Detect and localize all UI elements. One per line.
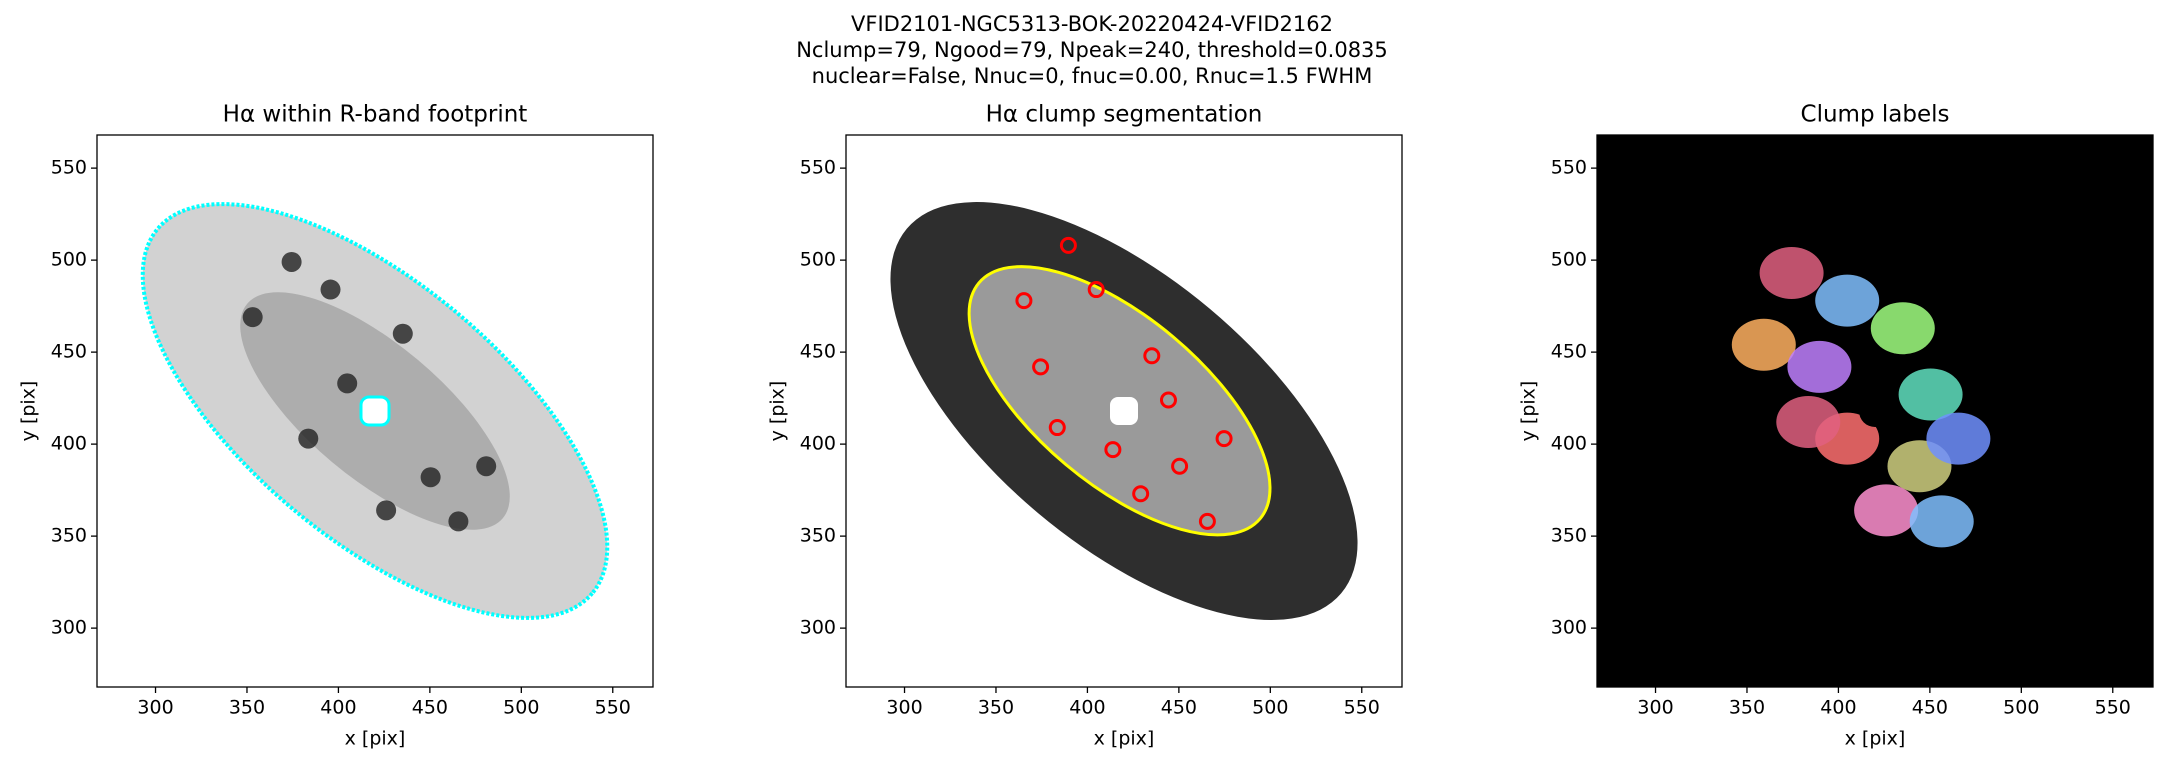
clump-marker (1087, 281, 1105, 299)
clump-label-region (1870, 302, 1935, 355)
clump-marker (1048, 419, 1066, 437)
x-tick-label: 300 (886, 697, 922, 719)
x-tick-label: 300 (1637, 697, 1673, 719)
axes-frame (1596, 134, 2154, 688)
emission-knot (298, 428, 319, 449)
y-tick-label: 300 (1551, 617, 1587, 639)
x-tick-label: 350 (1729, 697, 1765, 719)
y-tick-label: 550 (51, 157, 87, 179)
image (1597, 135, 2153, 687)
x-tick-label: 450 (1912, 697, 1948, 719)
suptitle: nuclear=False, Nnuc=0, fnuc=0.00, Rnuc=1… (812, 64, 1373, 88)
x-tick-label: 500 (503, 697, 539, 719)
y-tick-label: 350 (1551, 525, 1587, 547)
clump-label-region (1731, 318, 1796, 371)
clump-marker (1132, 485, 1150, 503)
y-tick-label: 400 (800, 433, 836, 455)
x-tick-label: 500 (2003, 697, 2039, 719)
emission-knot (420, 467, 441, 488)
x-tick-label: 450 (412, 697, 448, 719)
emission-knot (320, 279, 341, 300)
y-tick-label: 450 (1551, 341, 1587, 363)
clump-marker (1104, 441, 1122, 459)
y-axis-label: y [pix] (767, 381, 789, 442)
y-tick-label: 500 (800, 249, 836, 271)
y-tick-label: 550 (800, 157, 836, 179)
y-tick-label: 500 (51, 249, 87, 271)
image (846, 135, 1402, 687)
x-axis-label: x [pix] (1845, 728, 1906, 750)
clump-label-region (1909, 495, 1974, 548)
clump-marker (1143, 347, 1161, 365)
clump-label-region (1787, 340, 1852, 393)
panel-title: Hα within R-band footprint (223, 102, 528, 128)
x-tick-label: 550 (2095, 697, 2131, 719)
clump-marker (1171, 457, 1189, 475)
y-tick-label: 300 (51, 617, 87, 639)
clump-marker (1159, 391, 1177, 409)
x-tick-label: 450 (1161, 697, 1197, 719)
masked-nucleus (1859, 395, 1891, 427)
x-tick-label: 350 (978, 697, 1014, 719)
x-tick-label: 300 (137, 697, 173, 719)
clump-marker (1032, 358, 1050, 376)
image (97, 135, 653, 687)
clump-marker (1015, 292, 1033, 310)
y-tick-label: 400 (51, 433, 87, 455)
x-tick-label: 400 (320, 697, 356, 719)
y-tick-label: 400 (1551, 433, 1587, 455)
emission-knot (376, 500, 397, 521)
suptitle: Nclump=79, Ngood=79, Npeak=240, threshol… (796, 38, 1388, 62)
masked-nucleus (359, 395, 391, 427)
y-axis-label: y [pix] (18, 381, 40, 442)
x-axis-label: x [pix] (1094, 728, 1155, 750)
emission-knot (392, 323, 413, 344)
x-tick-label: 550 (1344, 697, 1380, 719)
axes-frame (845, 134, 1403, 688)
x-tick-label: 500 (1252, 697, 1288, 719)
y-axis-label: y [pix] (1518, 381, 1540, 442)
clump-label-region (1898, 368, 1963, 421)
clump-label-region (1759, 247, 1824, 299)
panel-title: Clump labels (1801, 102, 1950, 128)
clump-label-region (1815, 274, 1880, 327)
y-tick-label: 300 (800, 617, 836, 639)
suptitle: VFID2101-NGC5313-BOK-20220424-VFID2162 (851, 12, 1333, 36)
clump-label-region (1926, 412, 1991, 465)
masked-nucleus (1110, 397, 1138, 425)
x-tick-label: 400 (1069, 697, 1105, 719)
emission-knot (337, 373, 358, 394)
axes-frame (96, 134, 654, 688)
x-tick-label: 400 (1820, 697, 1856, 719)
y-tick-label: 350 (800, 525, 836, 547)
clump-label-region (1854, 484, 1919, 537)
emission-knot (242, 307, 263, 328)
x-tick-label: 550 (595, 697, 631, 719)
y-tick-label: 500 (1551, 249, 1587, 271)
y-tick-label: 450 (51, 341, 87, 363)
clump-marker (1215, 430, 1233, 448)
clump-label-region (1776, 396, 1841, 449)
y-tick-label: 350 (51, 525, 87, 547)
emission-knot (476, 456, 497, 477)
x-tick-label: 350 (229, 697, 265, 719)
x-axis-label: x [pix] (345, 728, 406, 750)
panel-title: Hα clump segmentation (986, 102, 1263, 128)
y-tick-label: 550 (1551, 157, 1587, 179)
clump-marker (1059, 236, 1077, 254)
y-tick-label: 450 (800, 341, 836, 363)
emission-knot (448, 511, 469, 532)
emission-knot (281, 251, 302, 272)
clump-marker (1198, 512, 1216, 530)
